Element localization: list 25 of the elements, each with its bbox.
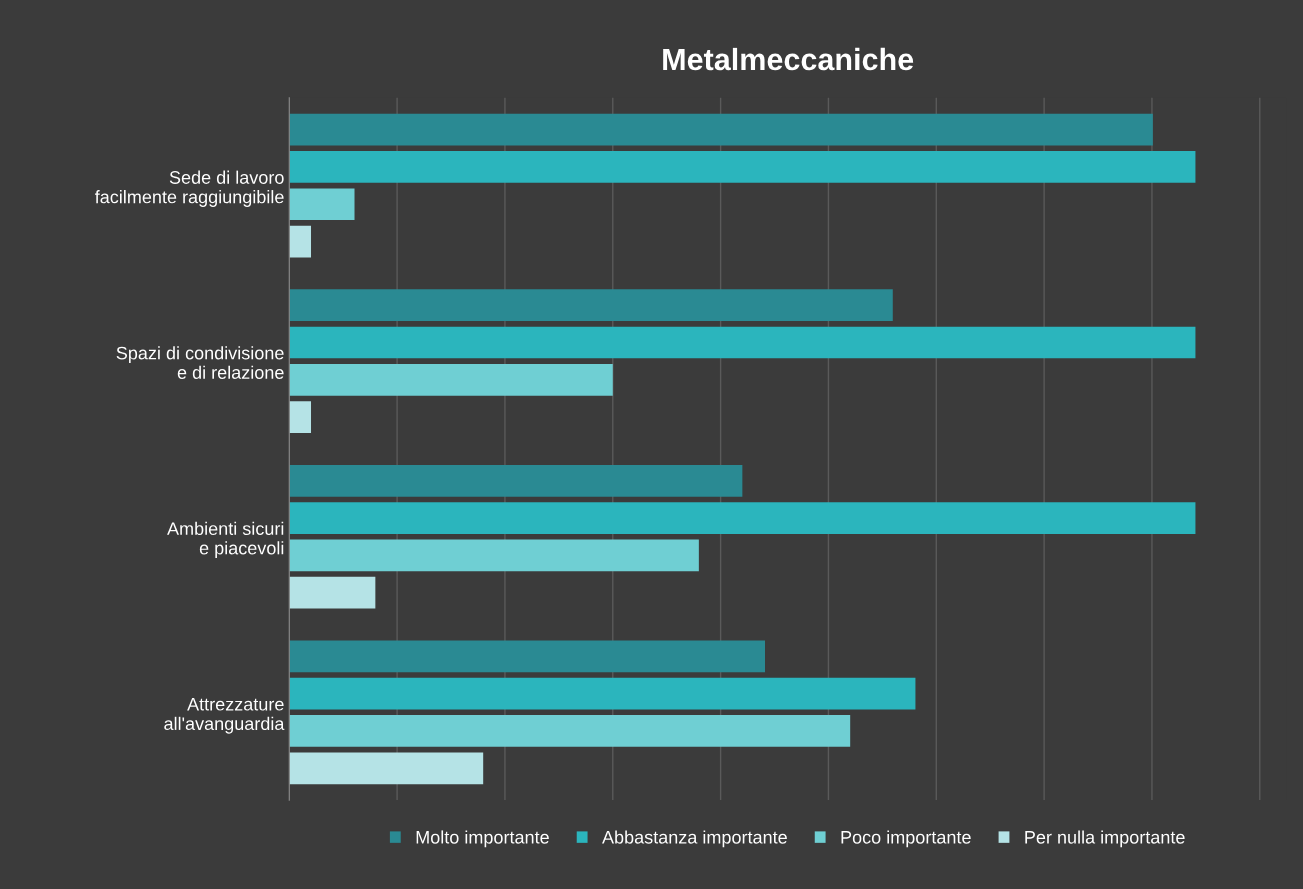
bar	[289, 677, 916, 710]
y-tick-label: Sede di lavoro facilmente raggiungibile	[94, 170, 284, 207]
bar	[289, 502, 1196, 534]
bar	[289, 151, 1196, 183]
bar	[289, 464, 743, 497]
legend-label: Abbastanza importante	[602, 830, 787, 848]
bar	[289, 715, 851, 747]
bar	[289, 752, 484, 785]
bar	[289, 576, 376, 609]
bar	[289, 539, 699, 572]
bar	[289, 113, 1153, 146]
bar	[289, 640, 766, 673]
y-tick-label: Ambienti sicuri e piacevoli	[167, 521, 284, 559]
bar	[289, 289, 893, 322]
bar	[289, 326, 1196, 359]
y-tick-label: Attrezzature all'avanguardia	[164, 698, 285, 734]
legend-label: Molto importante	[416, 830, 549, 848]
bar	[289, 363, 613, 396]
legend-label: Per nulla importante	[1025, 830, 1185, 848]
bar	[289, 401, 312, 433]
y-tick-label: Spazi di condivisione e di relazione	[116, 346, 284, 379]
chart-title: Metalmeccaniche	[663, 47, 914, 71]
bar	[289, 188, 355, 221]
legend-label: Poco importante	[841, 830, 971, 848]
bar	[289, 225, 312, 258]
